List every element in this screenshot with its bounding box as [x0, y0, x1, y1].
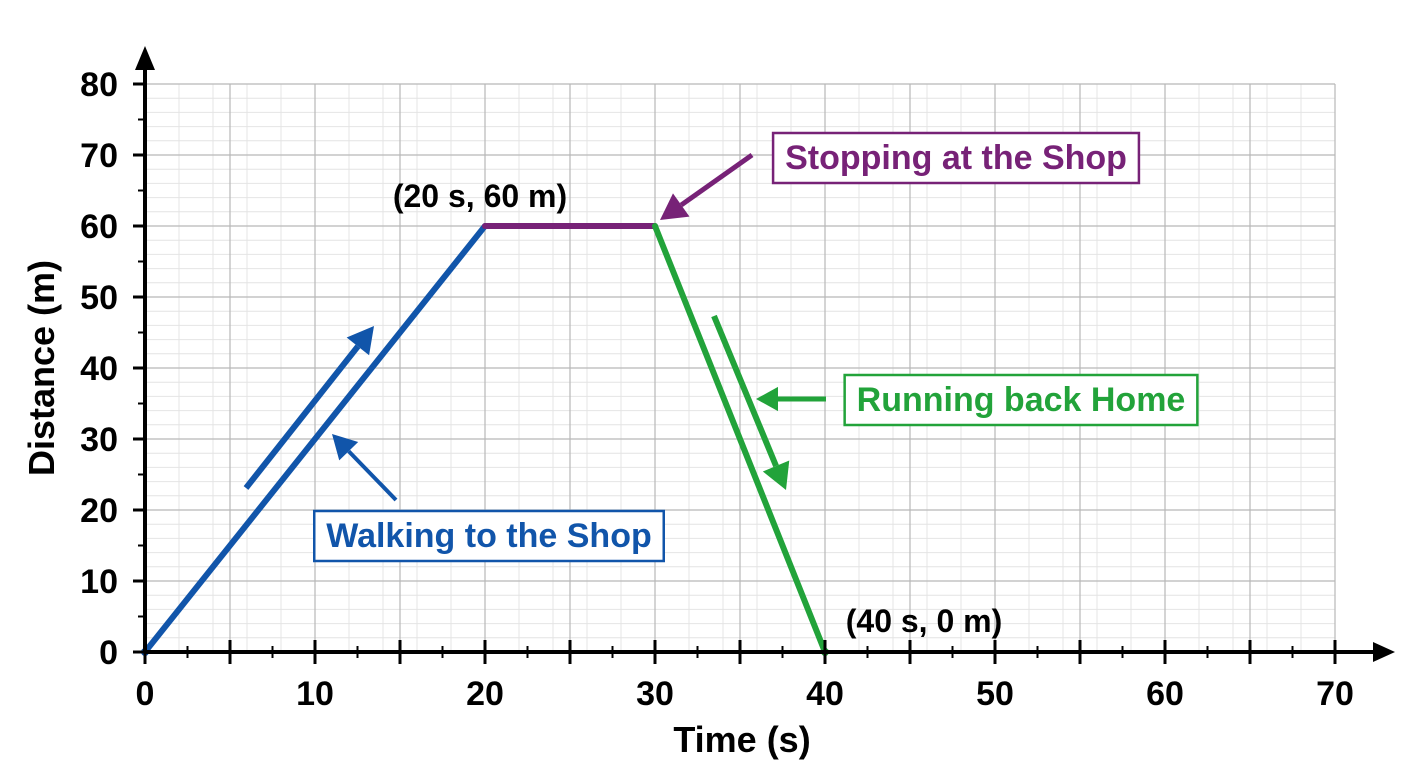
point-label-20s-60m: (20 s, 60 m)	[393, 178, 567, 214]
y-axis-label: Distance (m)	[21, 260, 62, 476]
point-label-40s-0m: (40 s, 0 m)	[846, 603, 1003, 639]
running-direction-arrow-head-icon	[762, 460, 790, 490]
walking-pointer-arrow-head-icon	[332, 434, 359, 461]
series-lines	[141, 223, 829, 656]
running-label-text: Running back Home	[857, 381, 1186, 419]
stopping-pointer-arrow	[679, 152, 754, 208]
y-tick-label: 70	[80, 137, 118, 175]
x-tick-label: 60	[1146, 675, 1184, 713]
series-line	[652, 223, 828, 655]
stopping-pointer-arrow-head-icon	[660, 193, 690, 220]
stopping-label-box	[771, 131, 1141, 185]
y-tick-label: 10	[80, 563, 118, 601]
y-axis-arrow-icon	[135, 46, 155, 70]
walking-pointer-arrow	[347, 449, 398, 502]
tick-labels: 0 10 20 30 40 50 60 70 0 10 20 30 40 50 60 70 80 Time (s)…	[21, 66, 1354, 760]
walking-direction-arrow-head-icon	[346, 326, 374, 356]
x-tick-label: 10	[296, 675, 334, 713]
y-tick-label: 30	[80, 421, 118, 459]
x-axis-arrow-icon	[1373, 642, 1395, 662]
y-tick-label: 0	[99, 634, 118, 672]
y-tick-label: 50	[80, 279, 118, 317]
axes	[133, 46, 1395, 664]
walking-label-box	[313, 509, 665, 563]
walking-direction-arrow	[243, 344, 361, 490]
running-direction-arrow	[711, 314, 779, 468]
x-tick-label: 30	[636, 675, 674, 713]
y-tick-label: 40	[80, 350, 118, 388]
running-label-box	[843, 373, 1199, 427]
x-tick-label: 50	[976, 675, 1014, 713]
x-tick-label: 70	[1316, 675, 1354, 713]
series-line	[142, 223, 488, 655]
stopping-label-text: Stopping at the Shop	[785, 139, 1127, 177]
x-tick-label: 0	[136, 675, 155, 713]
x-tick-label: 20	[466, 675, 504, 713]
running-pointer-arrow-head-icon	[756, 386, 778, 412]
y-tick-label: 60	[80, 208, 118, 246]
y-tick-label: 80	[80, 66, 118, 104]
walking-label-text: Walking to the Shop	[326, 517, 652, 555]
x-axis-label: Time (s)	[673, 719, 810, 760]
x-tick-label: 40	[806, 675, 844, 713]
annotations: Walking to the Shop Stopping at the Shop R…	[243, 131, 1199, 639]
y-tick-label: 20	[80, 492, 118, 530]
